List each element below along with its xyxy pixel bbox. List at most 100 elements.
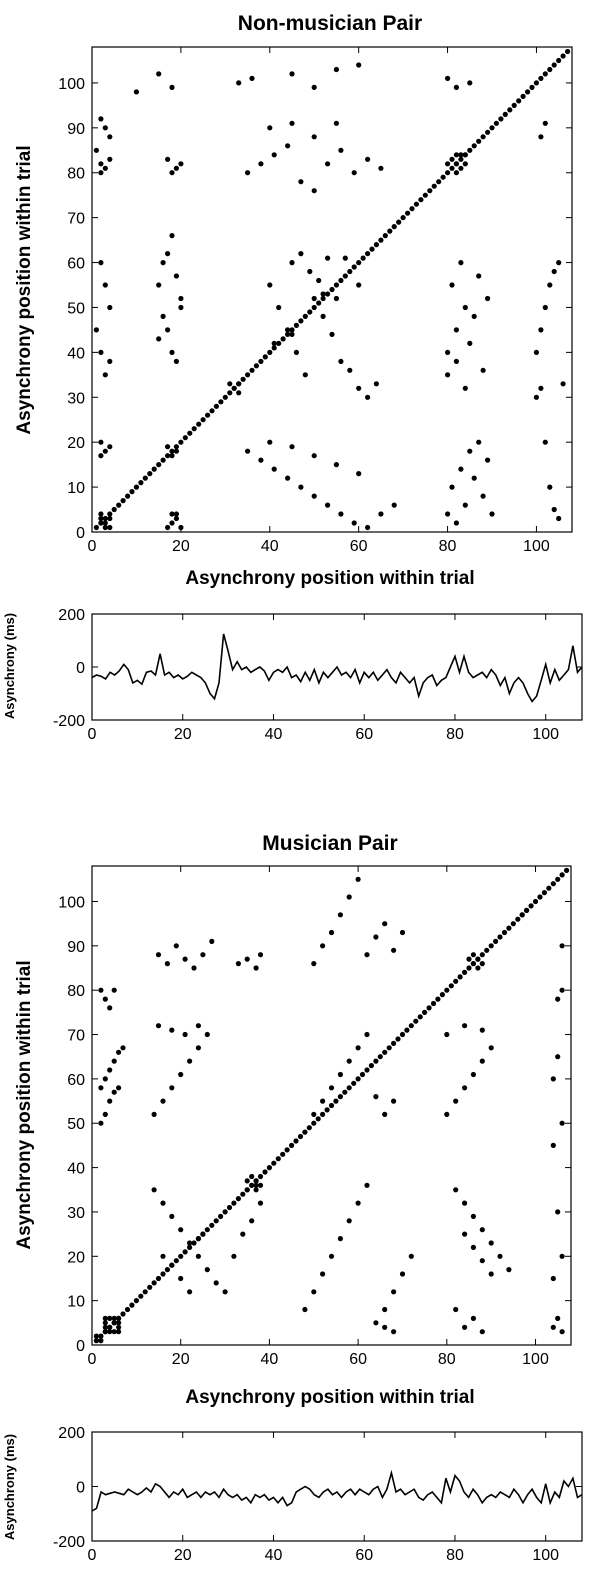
data-point	[471, 313, 477, 319]
data-point	[427, 188, 433, 194]
data-point	[462, 161, 468, 167]
data-point	[373, 1094, 379, 1100]
data-point	[445, 75, 451, 81]
data-point	[102, 1315, 108, 1321]
y-axis-label: Asynchrony position within trial	[14, 145, 35, 434]
data-point	[173, 444, 179, 450]
data-point	[191, 965, 197, 971]
data-point	[213, 1218, 219, 1224]
data-point	[98, 1120, 104, 1126]
data-point	[102, 1329, 108, 1335]
data-point	[329, 331, 335, 337]
data-point	[257, 1200, 264, 1206]
data-point	[107, 524, 113, 531]
data-point	[333, 120, 339, 126]
data-point	[195, 1236, 201, 1242]
data-point	[445, 349, 451, 355]
data-point	[444, 1111, 450, 1117]
data-point	[169, 448, 175, 454]
data-point	[111, 506, 117, 513]
data-point	[542, 71, 548, 77]
data-point	[458, 156, 464, 162]
data-point	[449, 484, 455, 490]
data-point	[102, 515, 108, 522]
data-point	[409, 206, 415, 212]
data-point	[151, 466, 157, 472]
data-point	[462, 304, 468, 311]
x-tick-label: 100	[522, 1351, 549, 1368]
data-point	[488, 1271, 494, 1277]
data-point	[333, 295, 339, 302]
data-point	[480, 134, 486, 140]
data-point	[244, 956, 250, 962]
data-point	[275, 1156, 281, 1162]
data-point	[502, 111, 508, 117]
data-point	[453, 978, 459, 984]
data-point	[209, 408, 215, 414]
data-point	[364, 1182, 370, 1188]
data-point	[311, 304, 317, 311]
data-point	[342, 1089, 348, 1095]
data-point	[289, 1142, 295, 1148]
data-point	[271, 345, 277, 351]
data-point	[333, 282, 339, 288]
data-point	[510, 921, 516, 927]
data-point	[413, 201, 419, 207]
data-point	[324, 1107, 330, 1113]
data-point	[107, 515, 113, 522]
data-point	[373, 1058, 379, 1064]
data-point	[430, 1000, 437, 1007]
data-point	[271, 340, 277, 346]
data-point	[466, 965, 472, 971]
data-point	[356, 471, 362, 477]
data-point	[537, 894, 543, 900]
data-point	[555, 876, 561, 882]
data-point	[156, 71, 162, 77]
data-point	[165, 444, 171, 450]
data-point	[285, 327, 291, 333]
data-point	[533, 349, 540, 355]
data-point	[488, 943, 494, 949]
data-point	[311, 295, 317, 302]
data-point	[116, 1049, 122, 1055]
data-point	[311, 493, 317, 499]
data-point	[550, 1324, 556, 1330]
data-point	[462, 969, 468, 976]
x-axis-label: Asynchrony position within trial	[185, 568, 474, 589]
data-point	[245, 448, 251, 454]
data-point	[191, 1240, 197, 1246]
data-point	[338, 511, 344, 517]
data-point	[467, 80, 473, 86]
data-point	[178, 439, 184, 445]
data-point	[111, 1320, 117, 1326]
y-tick-label: 60	[67, 1072, 85, 1089]
data-point	[458, 152, 464, 158]
data-point	[382, 1049, 388, 1055]
data-point	[213, 1280, 219, 1286]
data-point	[422, 192, 428, 198]
data-point	[98, 116, 104, 122]
data-point	[320, 291, 326, 297]
data-point	[542, 120, 548, 126]
data-point	[173, 515, 179, 522]
data-point	[555, 1209, 561, 1215]
data-point	[365, 394, 371, 400]
y-axis-label: Asynchrony (ms)	[2, 1434, 17, 1540]
data-point	[213, 403, 219, 409]
data-point	[169, 1262, 175, 1268]
data-point	[196, 421, 202, 427]
data-point	[111, 1058, 117, 1064]
data-point	[488, 1240, 494, 1246]
data-point	[550, 1076, 556, 1082]
data-point	[280, 336, 286, 342]
data-point	[462, 1231, 468, 1237]
data-point	[235, 961, 241, 967]
data-point	[311, 188, 317, 194]
musician-recurrence-plot: Musician Pair Asynchrony position within…	[14, 832, 572, 1408]
data-point	[507, 107, 513, 113]
chart-title: Musician Pair	[262, 832, 397, 855]
data-point	[488, 1045, 494, 1051]
data-point	[120, 1311, 126, 1317]
data-point	[453, 327, 459, 333]
